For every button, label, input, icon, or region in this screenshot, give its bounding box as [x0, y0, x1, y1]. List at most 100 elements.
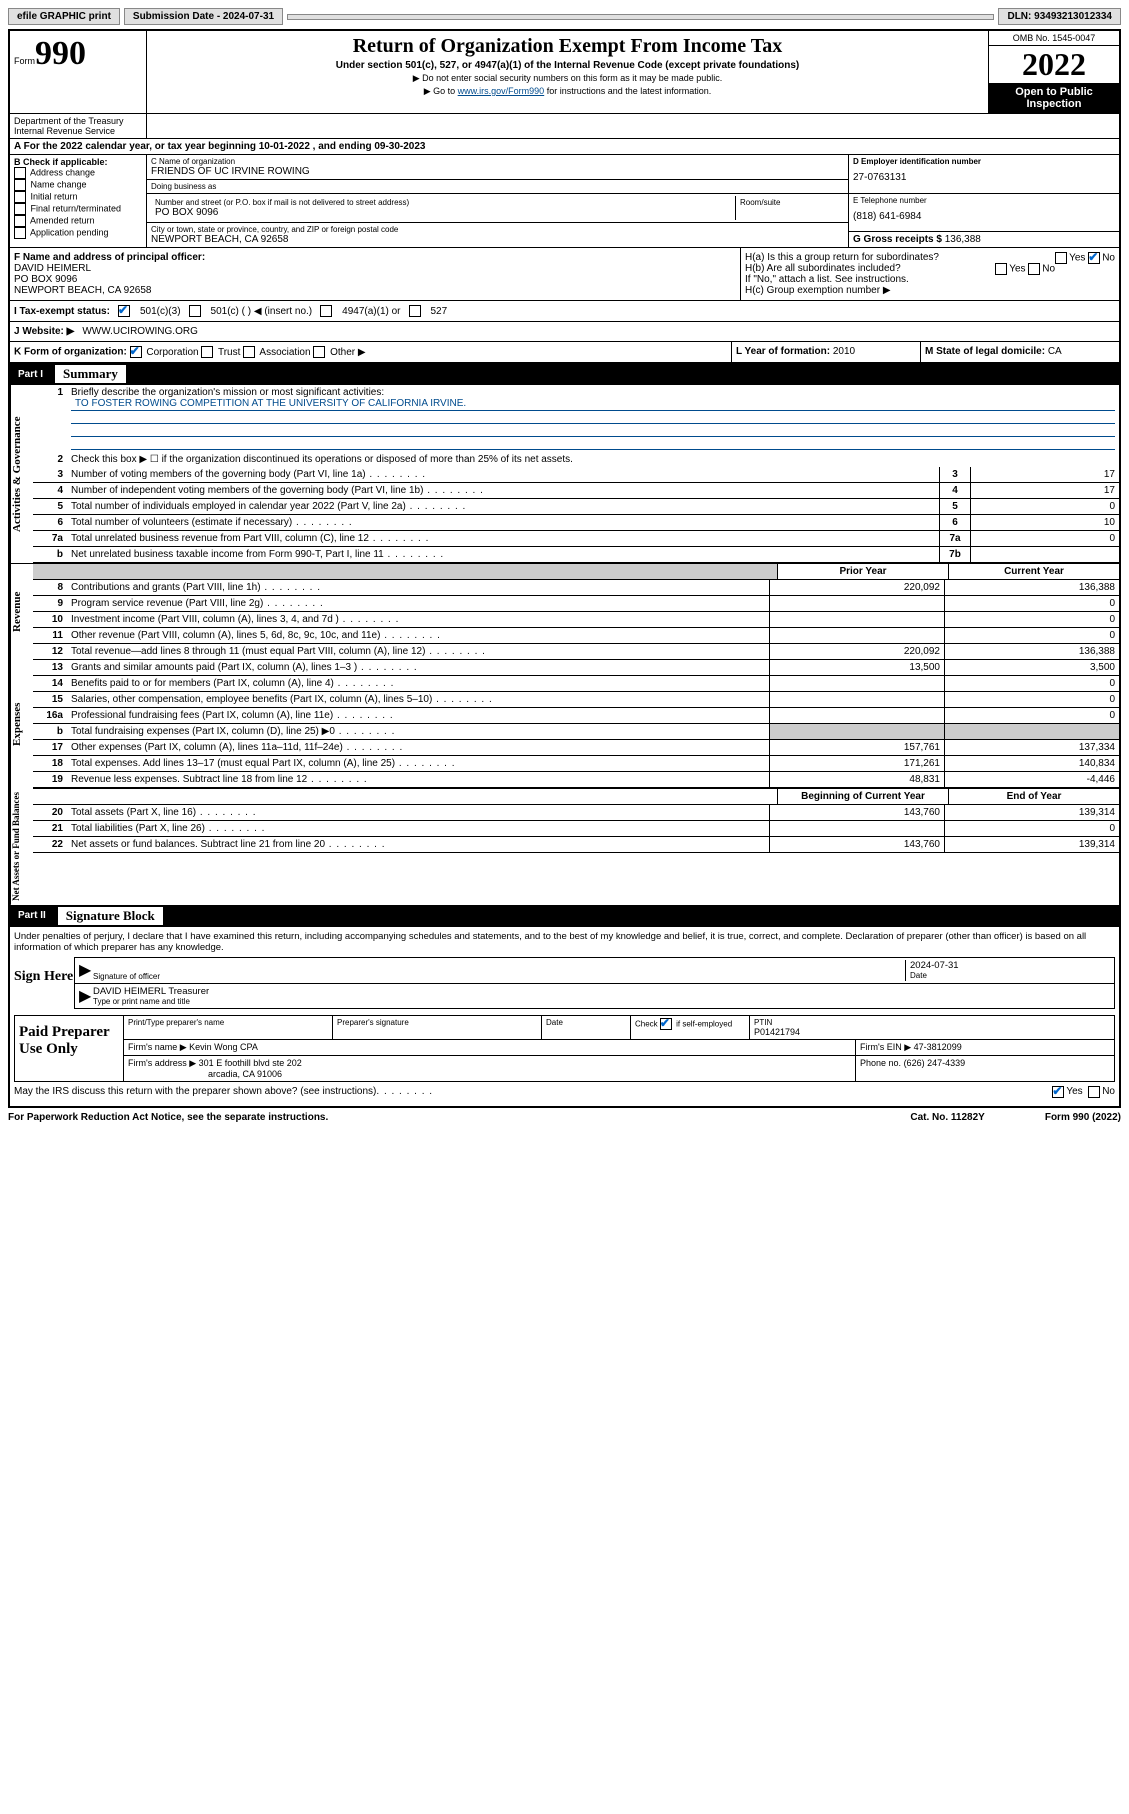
opt-501c: 501(c) ( ) ◀ (insert no.) — [211, 306, 313, 317]
prep-name-cell: Print/Type preparer's name — [124, 1016, 333, 1039]
form-subtitle: Under section 501(c), 527, or 4947(a)(1)… — [151, 60, 984, 71]
curr-val: 139,314 — [944, 805, 1119, 820]
rowm-label: M State of legal domicile: — [925, 346, 1048, 357]
dln: DLN: 93493213012334 — [998, 8, 1121, 25]
vtab-revenue: Revenue — [10, 564, 33, 660]
org-name: FRIENDS OF UC IRVINE ROWING — [151, 166, 844, 177]
data-line: 20Total assets (Part X, line 16)143,7601… — [33, 805, 1119, 821]
opt-4947: 4947(a)(1) or — [342, 306, 400, 317]
row-a-tax-year: A For the 2022 calendar year, or tax yea… — [10, 139, 1119, 155]
line-num: b — [33, 724, 67, 739]
efile-button[interactable]: efile GRAPHIC print — [8, 8, 120, 25]
summary-gov: Activities & Governance 1 Briefly descri… — [10, 385, 1119, 563]
527-checkbox[interactable] — [409, 305, 421, 317]
firm-phone-label: Phone no. — [860, 1058, 901, 1068]
line-text: Salaries, other compensation, employee b… — [67, 692, 769, 707]
colb-checkbox[interactable] — [14, 167, 26, 179]
gross-row: G Gross receipts $ 136,388 — [849, 232, 1119, 247]
501c3-checkbox[interactable] — [118, 305, 130, 317]
gross-label: G Gross receipts $ — [853, 234, 942, 245]
line-num: 7a — [33, 531, 67, 546]
4947-checkbox[interactable] — [320, 305, 332, 317]
mission-text: TO FOSTER ROWING COMPETITION AT THE UNIV… — [71, 398, 1115, 411]
hb-row: H(b) Are all subordinates included? Yes … — [745, 263, 1115, 274]
prior-val: 157,761 — [769, 740, 944, 755]
irs-link[interactable]: www.irs.gov/Form990 — [458, 86, 545, 96]
rowa-end: 09-30-2023 — [374, 141, 425, 152]
rowi-label: I Tax-exempt status: — [14, 306, 110, 317]
curr-val: 0 — [944, 612, 1119, 627]
rowk-checkbox[interactable] — [130, 346, 142, 358]
ha-no: No — [1102, 253, 1115, 264]
sig-name-label: Type or print name and title — [93, 997, 1110, 1006]
line-box: 4 — [939, 483, 970, 498]
topbar-spacer — [287, 14, 994, 20]
section-b-to-g: B Check if applicable: Address change Na… — [10, 155, 1119, 248]
501c-checkbox[interactable] — [189, 305, 201, 317]
discuss-dots — [376, 1086, 433, 1097]
line-val: 0 — [970, 499, 1119, 514]
ha-no-checkbox[interactable] — [1088, 252, 1100, 264]
firm-addr-label: Firm's address ▶ — [128, 1058, 196, 1068]
line-num: 14 — [33, 676, 67, 691]
col-k-form-org: K Form of organization: Corporation Trus… — [10, 342, 731, 362]
line-num: 20 — [33, 805, 67, 820]
line-num: 13 — [33, 660, 67, 675]
mission-blank2 — [71, 424, 1115, 437]
hb-no-checkbox[interactable] — [1028, 263, 1040, 275]
curr-val: 136,388 — [944, 644, 1119, 659]
colb-checkbox[interactable] — [14, 215, 26, 227]
rowk-checkbox[interactable] — [243, 346, 255, 358]
line-text: Other expenses (Part IX, column (A), lin… — [67, 740, 769, 755]
discuss-no-checkbox[interactable] — [1088, 1086, 1100, 1098]
line-val: 17 — [970, 483, 1119, 498]
note-ssn: ▶ Do not enter social security numbers o… — [151, 73, 984, 84]
ha-yes-checkbox[interactable] — [1055, 252, 1067, 264]
mission-blank1 — [71, 411, 1115, 424]
sig-arrow2: ▶ — [79, 986, 93, 1006]
hdr-begin: Beginning of Current Year — [777, 789, 948, 804]
curr-val: 0 — [944, 708, 1119, 723]
rev-content: Prior Year Current Year 8Contributions a… — [33, 564, 1119, 660]
opt-501c3: 501(c)(3) — [140, 306, 181, 317]
section-f-h: F Name and address of principal officer:… — [10, 248, 1119, 301]
colb-checkbox[interactable] — [14, 179, 26, 191]
rowk-label: K Form of organization: — [14, 347, 127, 358]
line-num: 8 — [33, 580, 67, 595]
prior-val: 220,092 — [769, 580, 944, 595]
colb-item: Name change — [14, 179, 142, 191]
discuss-yes-checkbox[interactable] — [1052, 1086, 1064, 1098]
firm-ein-value: 47-3812099 — [914, 1042, 962, 1052]
line-text: Contributions and grants (Part VIII, lin… — [67, 580, 769, 595]
prior-val — [769, 612, 944, 627]
curr-val: 136,388 — [944, 580, 1119, 595]
note2-post: for instructions and the latest informat… — [544, 86, 711, 96]
line-text: Professional fundraising fees (Part IX, … — [67, 708, 769, 723]
curr-val: 0 — [944, 692, 1119, 707]
discuss-text: May the IRS discuss this return with the… — [14, 1086, 376, 1097]
hb-yes-checkbox[interactable] — [995, 263, 1007, 275]
colb-checkbox[interactable] — [14, 227, 26, 239]
open-public-badge: Open to Public Inspection — [989, 83, 1119, 113]
prior-val: 143,760 — [769, 805, 944, 820]
tax-year: 2022 — [989, 46, 1119, 83]
prior-val: 13,500 — [769, 660, 944, 675]
rowk-checkbox[interactable] — [313, 346, 325, 358]
sig-name-line: ▶ DAVID HEIMERL Treasurer Type or print … — [75, 984, 1114, 1008]
org-name-row: C Name of organization FRIENDS OF UC IRV… — [147, 155, 848, 180]
line-num: 21 — [33, 821, 67, 836]
addr-main: Number and street (or P.O. box if mail i… — [151, 196, 736, 220]
prior-val — [769, 708, 944, 723]
prep-sig-label: Preparer's signature — [337, 1018, 537, 1027]
colb-checkbox[interactable] — [14, 203, 26, 215]
prior-val — [769, 821, 944, 836]
paid-label: Paid Preparer Use Only — [15, 1016, 124, 1081]
rowk-checkbox[interactable] — [201, 346, 213, 358]
colb-checkbox[interactable] — [14, 191, 26, 203]
firm-addr2: arcadia, CA 91006 — [128, 1069, 851, 1079]
colb-header: B Check if applicable: — [14, 157, 142, 167]
col-m-state: M State of legal domicile: CA — [920, 342, 1119, 362]
self-employed-checkbox[interactable] — [660, 1018, 672, 1030]
rev-header: Prior Year Current Year — [33, 564, 1119, 580]
curr-val: -4,446 — [944, 772, 1119, 787]
